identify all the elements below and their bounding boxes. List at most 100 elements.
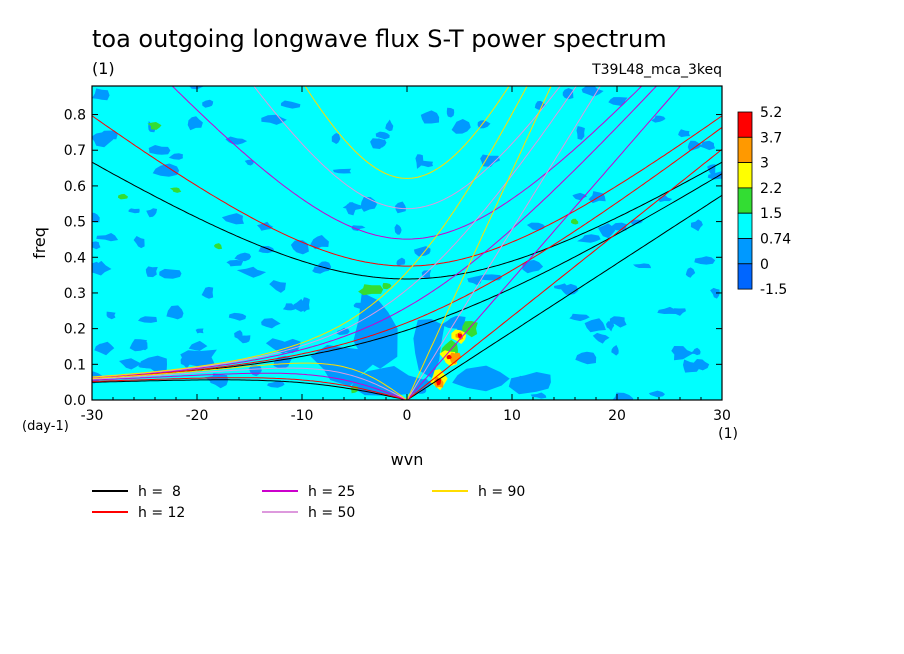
- contour-patch: [202, 99, 214, 108]
- contour-patch: [446, 107, 455, 118]
- contour-patch: [678, 129, 690, 138]
- contour-patch: [187, 116, 203, 131]
- contour-patch: [258, 246, 275, 254]
- y-tick-label: 0.7: [64, 143, 86, 159]
- contour-patch: [420, 110, 440, 124]
- y-tick-label: 0.2: [64, 322, 86, 338]
- dispersion-eig0-h90: [92, 86, 528, 378]
- y-tick-label: 0.5: [64, 215, 86, 231]
- contour-patch: [195, 328, 204, 334]
- colorbar-label: 2.2: [760, 181, 782, 197]
- contour-patch: [332, 168, 352, 174]
- legend: h = 8 h = 12 h = 25 h = 50 h = 90: [92, 484, 525, 521]
- contour-patch: [201, 286, 214, 299]
- contour-patch: [221, 213, 244, 225]
- colorbar-cell: [737, 212, 753, 239]
- contour-patch: [92, 241, 101, 250]
- contour-patch: [257, 221, 274, 231]
- legend-label: h = 12: [138, 505, 185, 521]
- contour-patch: [226, 260, 244, 267]
- y-unit-label: (day-1): [22, 419, 69, 434]
- x-axis-label: wvn: [391, 450, 424, 469]
- contour-patch: [280, 100, 301, 109]
- chart-subtitle-right: T39L48_mca_3keq: [591, 62, 722, 78]
- legend-label: h = 8: [138, 484, 181, 500]
- contour-patch: [611, 345, 619, 356]
- contour-patch: [694, 256, 716, 265]
- y-tick-label: 0.3: [64, 286, 86, 302]
- contour-patch: [228, 312, 247, 321]
- contour-patch: [244, 159, 254, 166]
- colorbar-label: 0: [760, 257, 769, 273]
- contour-green: [462, 321, 478, 338]
- y-tick-label: 0.8: [64, 108, 86, 124]
- contour-patch: [128, 208, 140, 214]
- contour-patch: [92, 132, 114, 148]
- colorbar-cell: [737, 187, 753, 214]
- dispersion-kelvin-h90: [406, 86, 552, 400]
- dispersion-rossby-h12: [92, 377, 408, 400]
- x-tick-label: -10: [291, 408, 314, 424]
- contour-patch: [562, 88, 574, 100]
- dispersion-curves: [92, 86, 722, 400]
- contour-patch: [451, 119, 471, 134]
- x-axis: -30 -20 -10 0 10 20 30: [81, 86, 731, 424]
- colorbar: 5.2 3.7 3 2.2 1.5 0.74 0 -1.5: [737, 105, 791, 298]
- contour-patch: [690, 347, 701, 356]
- dispersion-kelvin-h50: [406, 86, 601, 400]
- contour-green: [169, 187, 182, 193]
- contour-high: [457, 333, 463, 339]
- contour-patch: [467, 276, 482, 286]
- contour-patch: [346, 202, 359, 216]
- contour-patch: [96, 233, 119, 242]
- x-tick-label: 0: [403, 408, 412, 424]
- contour-patch: [261, 114, 287, 125]
- contour-patch: [92, 212, 100, 223]
- contour-patch: [395, 201, 406, 214]
- contour-green: [571, 218, 579, 225]
- contour-patch: [351, 225, 366, 231]
- contour-patch: [671, 308, 686, 316]
- contour-patch: [234, 330, 244, 341]
- contour-patch: [261, 318, 281, 329]
- contour-patch: [92, 260, 112, 276]
- colorbar-label: 5.2: [760, 105, 782, 121]
- contour-patch: [569, 313, 590, 322]
- dispersion-eig0-h25: [92, 86, 658, 378]
- contour-patch: [188, 86, 204, 90]
- contour-patch: [648, 390, 665, 398]
- contour-patch: [370, 138, 386, 149]
- x-tick-label: 30: [713, 408, 731, 424]
- x-tick-label: 20: [608, 408, 626, 424]
- contour-patch: [225, 136, 248, 145]
- colorbar-cell: [737, 111, 753, 138]
- contour-green: [382, 283, 392, 290]
- dispersion-kelvin-h25: [406, 86, 682, 400]
- dispersion-rossby-h90: [92, 362, 408, 400]
- contour-patch: [633, 263, 652, 269]
- contour-patch: [236, 266, 267, 278]
- dispersion-ig1-h50: [253, 86, 561, 210]
- x-tick-label: -20: [186, 408, 209, 424]
- contour-green: [358, 284, 384, 296]
- contour-patch: [375, 131, 390, 140]
- contour-patch: [335, 327, 350, 335]
- y-tick-label: 0.0: [64, 393, 86, 409]
- contour-patch: [152, 163, 180, 177]
- contour-patch: [690, 219, 703, 232]
- dispersion-kelvin-h8: [406, 194, 722, 400]
- contour-low: [575, 351, 597, 365]
- dispersion-ig1-h12: [92, 115, 722, 267]
- chart-title: toa outgoing longwave flux S-T power spe…: [92, 25, 667, 53]
- colorbar-cell: [737, 162, 753, 189]
- colorbar-label: 1.5: [760, 206, 782, 222]
- x-tick-label: -30: [81, 408, 104, 424]
- y-tick-label: 0.1: [64, 357, 86, 373]
- contour-patch: [418, 160, 433, 168]
- contour-patch: [671, 346, 694, 361]
- contour-patch: [522, 260, 544, 274]
- contour-patch: [282, 303, 299, 311]
- contour-patch: [210, 373, 229, 389]
- contour-patch: [700, 140, 716, 151]
- contour-patch: [310, 235, 329, 250]
